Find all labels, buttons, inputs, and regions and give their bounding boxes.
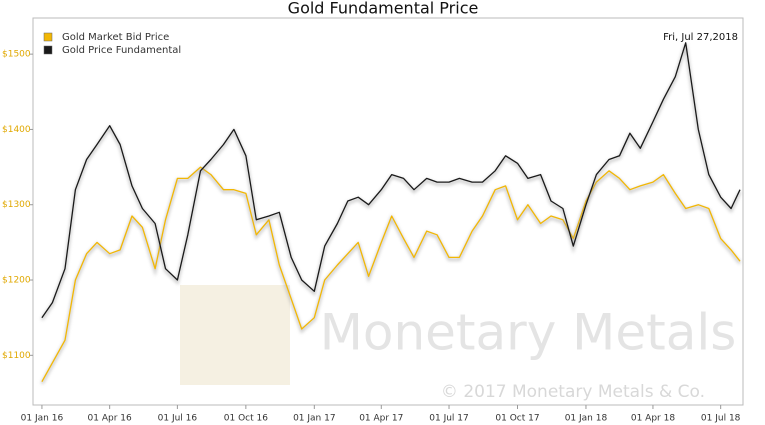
y-tick-label: $1400 bbox=[2, 125, 31, 135]
x-tick-label: 01 Jul 17 bbox=[429, 414, 469, 424]
x-tick-label: 01 Jan 18 bbox=[565, 414, 608, 424]
x-tick-label: 01 Apr 17 bbox=[359, 414, 403, 424]
plot-area bbox=[32, 17, 744, 406]
x-tick-label: 01 Oct 17 bbox=[495, 414, 539, 424]
y-tick-label: $1200 bbox=[2, 276, 31, 286]
x-tick-label: 01 Jul 18 bbox=[701, 414, 741, 424]
watermark-logo bbox=[180, 285, 290, 385]
x-tick-label: 01 Oct 16 bbox=[224, 414, 268, 424]
legend-swatch bbox=[43, 45, 53, 55]
x-tick-label: 01 Jan 17 bbox=[293, 414, 336, 424]
annotation: Fri, Jul 27,2018 bbox=[663, 32, 738, 43]
y-tick-label: $1500 bbox=[2, 50, 31, 60]
series-line bbox=[41, 42, 741, 319]
x-tick-label: 01 Jan 16 bbox=[21, 414, 64, 424]
y-tick-label: $1300 bbox=[2, 200, 31, 210]
chart-title: Gold Fundamental Price bbox=[288, 0, 479, 18]
copyright: © 2017 Monetary Metals & Co. bbox=[441, 382, 705, 402]
legend-swatch bbox=[43, 32, 53, 42]
watermark: Monetary Metals bbox=[320, 304, 737, 362]
x-tick-label: 01 Apr 16 bbox=[88, 414, 132, 424]
legend-label: Gold Price Fundamental bbox=[62, 45, 181, 56]
series-line bbox=[41, 166, 741, 383]
y-tick-label: $1100 bbox=[2, 351, 31, 361]
legend-label: Gold Market Bid Price bbox=[62, 32, 169, 43]
x-tick-label: 01 Apr 18 bbox=[631, 414, 675, 424]
x-tick-label: 01 Jul 16 bbox=[158, 414, 198, 424]
